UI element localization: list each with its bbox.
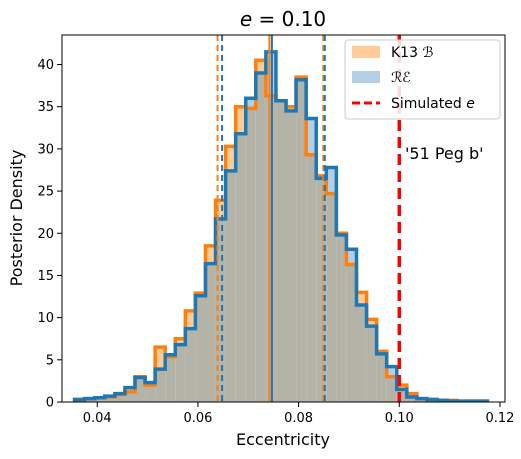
histogram-bar-overlap [396,389,407,402]
histogram-bar-overlap [366,326,377,402]
re-histogram-outline [72,50,490,402]
histogram-bar-overlap [195,295,206,402]
histogram-bar-k13 [225,146,236,171]
title-rest: = 0.10 [252,7,326,31]
histogram-bar-overlap [245,108,256,402]
y-tick-label: 5 [46,353,54,368]
y-tick-label: 30 [37,142,54,157]
histogram-bar-overlap [134,377,146,402]
y-tick-label: 15 [37,269,54,284]
x-tick-label: 0.12 [485,411,514,426]
y-tick-label: 20 [37,227,54,242]
histogram-bar-re [245,98,256,109]
histogram-bar-re [306,118,317,155]
legend-re-label: ℛℰ [391,70,411,86]
legend-simulated-label-text: Simulated [391,96,466,112]
histogram-layer [72,50,490,402]
y-tick-label: 0 [46,396,54,411]
y-axis-ticks: 0 5 10 15 20 25 30 35 40 [37,58,62,411]
histogram-bar-k13 [175,338,186,345]
y-tick-label: 35 [37,100,54,115]
x-axis-ticks: 0.04 0.06 0.08 0.10 0.12 [83,402,514,426]
histogram-bar-overlap [296,79,307,402]
histogram-bar-re [124,387,135,392]
legend-simulated-label: Simulated e [391,96,475,112]
histogram-bar-overlap [286,110,297,402]
histogram-bar-k13 [356,292,367,305]
histogram-bar-overlap [145,385,156,402]
histogram-bar-overlap [175,344,186,402]
histogram-bar-re [346,249,357,265]
histogram-bar-overlap [316,178,327,402]
legend-k13-label: K13 ℬ [391,45,433,61]
histogram-bar-k13 [205,245,216,264]
histogram-bar-overlap [346,264,357,402]
planet-annotation: '51 Peg b' [405,144,484,163]
x-axis-label: Eccentricity [236,430,330,449]
histogram-bar-overlap [265,95,276,402]
legend-re-swatch [352,71,380,83]
histogram-bar-k13 [366,319,377,327]
histogram-bar-overlap [94,397,105,402]
histogram-bar-overlap [124,391,135,402]
histogram-bar-k13 [286,106,297,111]
legend-simulated-label-var: e [466,96,475,112]
chart-title: e = 0.10 [240,7,326,31]
histogram-bar-overlap [406,396,417,402]
legend-k13-swatch [352,46,380,58]
x-tick-label: 0.06 [183,411,212,426]
histogram-bar-overlap [225,170,236,402]
x-tick-label: 0.10 [385,411,414,426]
histogram-bar-overlap [235,133,246,402]
histogram-bar-overlap [165,356,176,402]
histogram-bar-overlap [356,304,367,402]
y-tick-label: 25 [37,185,54,200]
histogram-bar-overlap [386,376,397,402]
histogram-bar-overlap [155,369,166,402]
plot-frame [61,34,506,403]
legend-box [344,39,501,120]
histogram-bar-k13 [185,310,196,329]
histogram-bar-k13 [155,347,166,370]
histogram-bar-k13 [235,106,246,134]
histogram-bar-overlap [306,154,317,402]
histogram-bar-overlap [114,394,125,402]
histogram-bar-k13 [396,385,407,390]
y-tick-label: 40 [37,58,54,73]
histogram-bar-overlap [104,396,115,402]
histogram-bar-overlap [255,72,266,402]
histogram-bar-overlap [215,218,226,402]
histogram-bar-overlap [376,353,387,402]
y-axis-label: Posterior Density [7,150,26,287]
x-tick-label: 0.04 [83,411,112,426]
histogram-bar-overlap [326,193,337,402]
histogram-bar-overlap [336,234,347,402]
histogram-bar-overlap [275,100,287,402]
y-tick-label: 10 [37,311,54,326]
histogram-bar-re [326,167,337,194]
histogram-bar-overlap [205,263,216,402]
histogram-bar-k13 [255,60,266,73]
histogram-bar-re [265,51,276,96]
title-var: e [240,7,252,31]
histogram-bar-re [386,366,397,377]
legend: K13 ℬ ℛℰ Simulated e [344,39,501,120]
x-tick-label: 0.08 [284,411,313,426]
histogram-bar-k13 [215,200,226,219]
histogram-bar-overlap [185,328,196,402]
